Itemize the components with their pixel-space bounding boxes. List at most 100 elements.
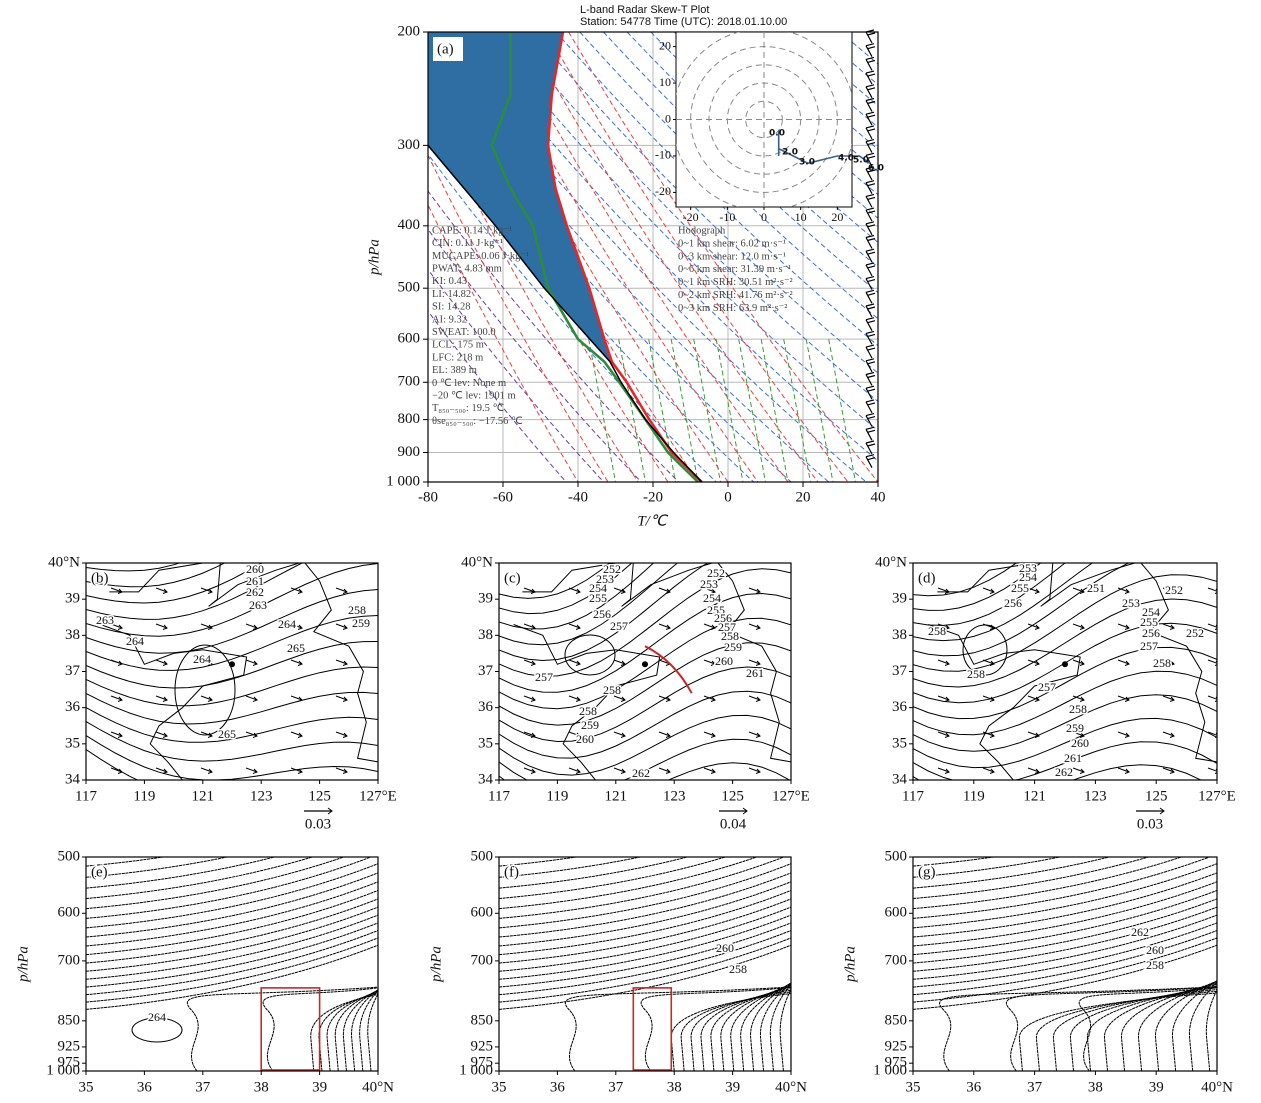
x-tick-label: 0	[761, 210, 767, 224]
station	[642, 661, 648, 667]
x-tick-label: 20	[796, 489, 811, 505]
index-text: EL: 389 m	[432, 365, 477, 376]
contour-line	[499, 926, 803, 995]
contour-line	[711, 984, 803, 1071]
wind-barb	[868, 60, 876, 62]
x-tick-label: 38	[1088, 1079, 1103, 1095]
x-tick-label: 37	[608, 1079, 624, 1095]
x-tick-label: -80	[418, 489, 438, 505]
y-tick-label: 37	[892, 663, 908, 679]
x-tick-label: 121	[1023, 788, 1046, 804]
contour-line	[499, 894, 803, 963]
coastline	[622, 563, 713, 606]
hodograph-stat: 0~6 km shear: 31.39 m·s⁻¹	[678, 264, 791, 275]
x-tick-label: 35	[79, 1079, 94, 1095]
contour-label: 264	[148, 1010, 166, 1024]
x-tick-label: 38	[254, 1079, 269, 1095]
wind-barb	[866, 99, 874, 101]
y-tick-label: 37	[478, 663, 494, 679]
contour-line	[565, 635, 615, 675]
x-tick-label: 117	[488, 788, 510, 804]
hodograph-title: Hodograph	[678, 225, 726, 236]
y-tick-label: 600	[885, 905, 908, 921]
y-tick-label: 850	[58, 1012, 81, 1028]
wind-barb	[866, 318, 874, 320]
contour-line	[913, 849, 1229, 918]
wind-barb	[868, 348, 876, 350]
coastline	[514, 625, 660, 781]
contour-line	[499, 849, 803, 918]
wind-barb	[868, 376, 876, 378]
x-tick-label: 127°E	[359, 788, 397, 804]
x-tick-label: -20	[683, 210, 699, 224]
contour-label: 260	[716, 941, 734, 955]
x-tick-label: 40°N	[775, 1079, 807, 1095]
height-label: 5.0	[853, 156, 869, 166]
contour-line	[86, 830, 390, 899]
x-tick-label: 40	[871, 489, 886, 505]
x-tick-label: 20	[831, 210, 843, 224]
contour-label: 256	[593, 607, 611, 621]
contour-line	[71, 686, 392, 724]
x-tick-label: 39	[1149, 1079, 1164, 1095]
y-tick-label: 38	[478, 627, 493, 643]
map-area	[898, 450, 1232, 801]
y-tick-label: 600	[398, 331, 421, 347]
contour-label: 260	[715, 654, 733, 668]
y-tick-label: 40°N	[461, 554, 493, 570]
wind-barb	[866, 414, 874, 416]
y-tick-label: 1 000	[46, 1062, 80, 1078]
panel-label: (d)	[918, 570, 936, 586]
y-tick-label: 34	[478, 771, 494, 787]
y-tick-label: 36	[892, 699, 908, 715]
contour-line	[913, 894, 1229, 963]
wind-barb	[866, 208, 874, 210]
contour-label: 253	[700, 577, 718, 591]
height-label: 0.0	[769, 129, 785, 139]
contour-label: 262	[1131, 925, 1149, 939]
highlight-box	[261, 988, 319, 1070]
x-tick-label: 117	[75, 788, 97, 804]
y-axis-label: p/hPa	[15, 946, 31, 983]
wind-barb	[868, 184, 876, 186]
contour-label: 259	[1066, 721, 1084, 735]
contour-label: 264	[193, 652, 211, 666]
wind-barb	[868, 74, 876, 76]
x-tick-label: -20	[643, 489, 663, 505]
panel-label: (f)	[504, 864, 519, 880]
panel-label: (a)	[437, 41, 454, 57]
contour-line	[898, 450, 1232, 596]
y-tick-label: 400	[398, 217, 421, 233]
contour-label: 260	[576, 732, 594, 746]
x-tick-label: 38	[667, 1079, 682, 1095]
x-tick-label: -40	[568, 489, 588, 505]
index-text: KI: 0.43	[432, 276, 467, 287]
contour-label: 262	[632, 766, 650, 780]
contour-line	[499, 830, 803, 899]
contour-line	[86, 918, 390, 987]
contour-label: 255	[589, 591, 607, 605]
scale-label: 0.03	[1137, 816, 1163, 832]
wind-barb	[868, 307, 876, 309]
x-tick-label: 39	[312, 1079, 327, 1095]
y-tick-label: 500	[885, 848, 908, 864]
y-tick-label: 500	[58, 848, 81, 864]
x-tick-label: 40°N	[362, 1079, 394, 1095]
contour-line	[499, 933, 803, 1002]
wind-barb	[866, 304, 874, 306]
y-tick-label: 700	[398, 374, 421, 390]
contour-label: 256	[1004, 596, 1022, 610]
x-tick-label: 37	[1027, 1079, 1043, 1095]
x-tick-label: 119	[546, 788, 568, 804]
wind-barb	[866, 263, 874, 265]
panel-label: (e)	[91, 864, 108, 880]
contour-line	[484, 569, 805, 677]
x-tick-label: 40°N	[1201, 1079, 1233, 1095]
station	[229, 661, 235, 667]
contour-line	[499, 910, 803, 979]
contour-label: 264	[126, 634, 144, 648]
contour-label: 259	[724, 640, 742, 654]
chart-title: L-band Radar Skew-T Plot	[580, 4, 709, 16]
dry-adiabat	[793, 32, 1261, 482]
wind-barb	[868, 143, 876, 145]
